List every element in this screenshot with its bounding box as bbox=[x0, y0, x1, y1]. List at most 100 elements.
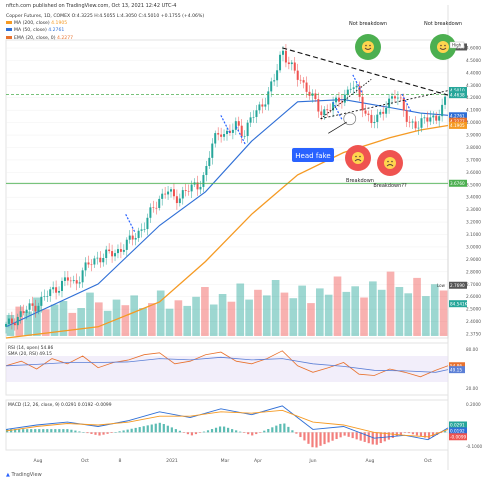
candle-body bbox=[140, 229, 143, 231]
candle-body bbox=[208, 157, 211, 166]
macd-histogram-bar bbox=[134, 427, 137, 433]
candle-body bbox=[444, 96, 447, 105]
candle-body bbox=[349, 88, 352, 90]
macd-histogram-bar bbox=[170, 427, 173, 433]
emoji-mouth bbox=[386, 164, 394, 167]
candle-body bbox=[352, 87, 355, 89]
emoji-face bbox=[352, 152, 364, 164]
macd-histogram-bar bbox=[299, 432, 302, 438]
low-tag-text: Low bbox=[437, 283, 446, 288]
macd-signal-line bbox=[5, 409, 449, 438]
macd-histogram-bar bbox=[166, 425, 169, 433]
rsi-tick-label: 80.00 bbox=[466, 347, 478, 352]
macd-histogram-bar bbox=[283, 423, 286, 433]
price-value-tag: 4.5010 bbox=[449, 86, 467, 94]
macd-histogram-bar bbox=[70, 429, 73, 433]
macd-histogram-bar bbox=[66, 429, 69, 433]
volume-bar bbox=[24, 311, 32, 336]
price-tick-label: 4.4000 bbox=[466, 70, 481, 76]
candle bbox=[28, 299, 31, 315]
candle-body bbox=[78, 282, 81, 284]
macd-histogram-bar bbox=[375, 432, 378, 445]
head-fake-pointer bbox=[328, 121, 347, 134]
time-axis-label: 8 bbox=[119, 458, 122, 464]
candle bbox=[364, 104, 367, 117]
ma50-swatch bbox=[6, 28, 12, 32]
volume-bar bbox=[395, 287, 404, 336]
macd-histogram-bar bbox=[198, 432, 202, 433]
candle-body bbox=[358, 85, 361, 97]
high-tag-text: High bbox=[452, 43, 462, 48]
candle bbox=[161, 188, 164, 206]
candle bbox=[52, 281, 55, 294]
candle bbox=[69, 276, 72, 288]
rsi-line bbox=[5, 350, 449, 378]
macd-histogram-bar bbox=[118, 431, 121, 433]
macd-histogram-bar bbox=[74, 430, 77, 433]
candle bbox=[99, 251, 102, 268]
volume-bar bbox=[254, 289, 262, 336]
candle-body bbox=[370, 114, 373, 124]
tradingview-logo-icon: ▲ bbox=[6, 472, 10, 478]
candle bbox=[128, 230, 131, 244]
macd-histogram-bar bbox=[110, 432, 113, 433]
macd-tag-text: 0.0291 bbox=[450, 423, 465, 428]
candle bbox=[314, 89, 317, 103]
price-tick-label: 4.2000 bbox=[466, 95, 481, 101]
candle bbox=[258, 101, 261, 114]
volume-bar bbox=[324, 294, 333, 336]
time-axis-label: Aug bbox=[34, 458, 43, 464]
candle bbox=[223, 129, 226, 141]
candle-body bbox=[119, 249, 122, 252]
macd-histogram-bar bbox=[419, 432, 423, 437]
price-value-tag: 2.7690 bbox=[449, 281, 467, 289]
volume-bar bbox=[192, 296, 200, 336]
volume-bar bbox=[245, 299, 253, 336]
macd-histogram-bar bbox=[130, 428, 133, 433]
volume-bar bbox=[86, 292, 94, 336]
candle-body bbox=[111, 251, 114, 257]
volume-bar bbox=[271, 280, 280, 336]
price-tag-text: 4.5010 bbox=[450, 88, 465, 93]
candle-body bbox=[187, 190, 190, 192]
volume-bar bbox=[112, 299, 121, 336]
candle bbox=[202, 172, 205, 193]
candle-body bbox=[361, 96, 364, 111]
candle bbox=[96, 251, 99, 265]
breakdown-marker-1 bbox=[345, 145, 371, 171]
emoji-face bbox=[384, 157, 396, 169]
candle bbox=[382, 106, 385, 121]
candle-body bbox=[28, 303, 31, 310]
candle-body bbox=[108, 249, 111, 252]
macd-histogram-bar bbox=[439, 432, 443, 434]
candle-body bbox=[284, 50, 287, 63]
volume-bar bbox=[351, 286, 359, 336]
volume-bar bbox=[59, 301, 68, 336]
price-tick-label: 4.6000 bbox=[466, 46, 481, 52]
candle bbox=[7, 312, 10, 328]
candle-body bbox=[287, 62, 290, 65]
candle-body bbox=[63, 277, 66, 281]
macd-tag-text: 0.0192 bbox=[450, 428, 465, 433]
candle-body bbox=[72, 280, 75, 282]
annotations: Not breakdown Not breakdown BreakdownBreak… bbox=[292, 21, 465, 288]
candle-body bbox=[84, 262, 87, 271]
candle-body bbox=[114, 253, 117, 257]
macd-histogram-bar bbox=[94, 432, 97, 435]
candle bbox=[167, 185, 170, 200]
candle bbox=[87, 255, 90, 268]
candle-body bbox=[417, 127, 420, 129]
candle bbox=[376, 109, 379, 129]
volume-bar bbox=[262, 295, 271, 336]
candle bbox=[444, 93, 447, 110]
time-axis-label: Oct bbox=[81, 458, 89, 464]
moving-averages bbox=[5, 99, 449, 339]
price-tick-label: 3.1000 bbox=[466, 232, 481, 238]
candle-body bbox=[55, 287, 58, 293]
candle bbox=[323, 106, 326, 120]
rsi-tick-label: 20.00 bbox=[466, 386, 478, 391]
candle-body bbox=[99, 257, 102, 263]
candle-body bbox=[7, 318, 10, 324]
candle bbox=[13, 318, 16, 331]
ema20-swatch bbox=[6, 35, 12, 39]
